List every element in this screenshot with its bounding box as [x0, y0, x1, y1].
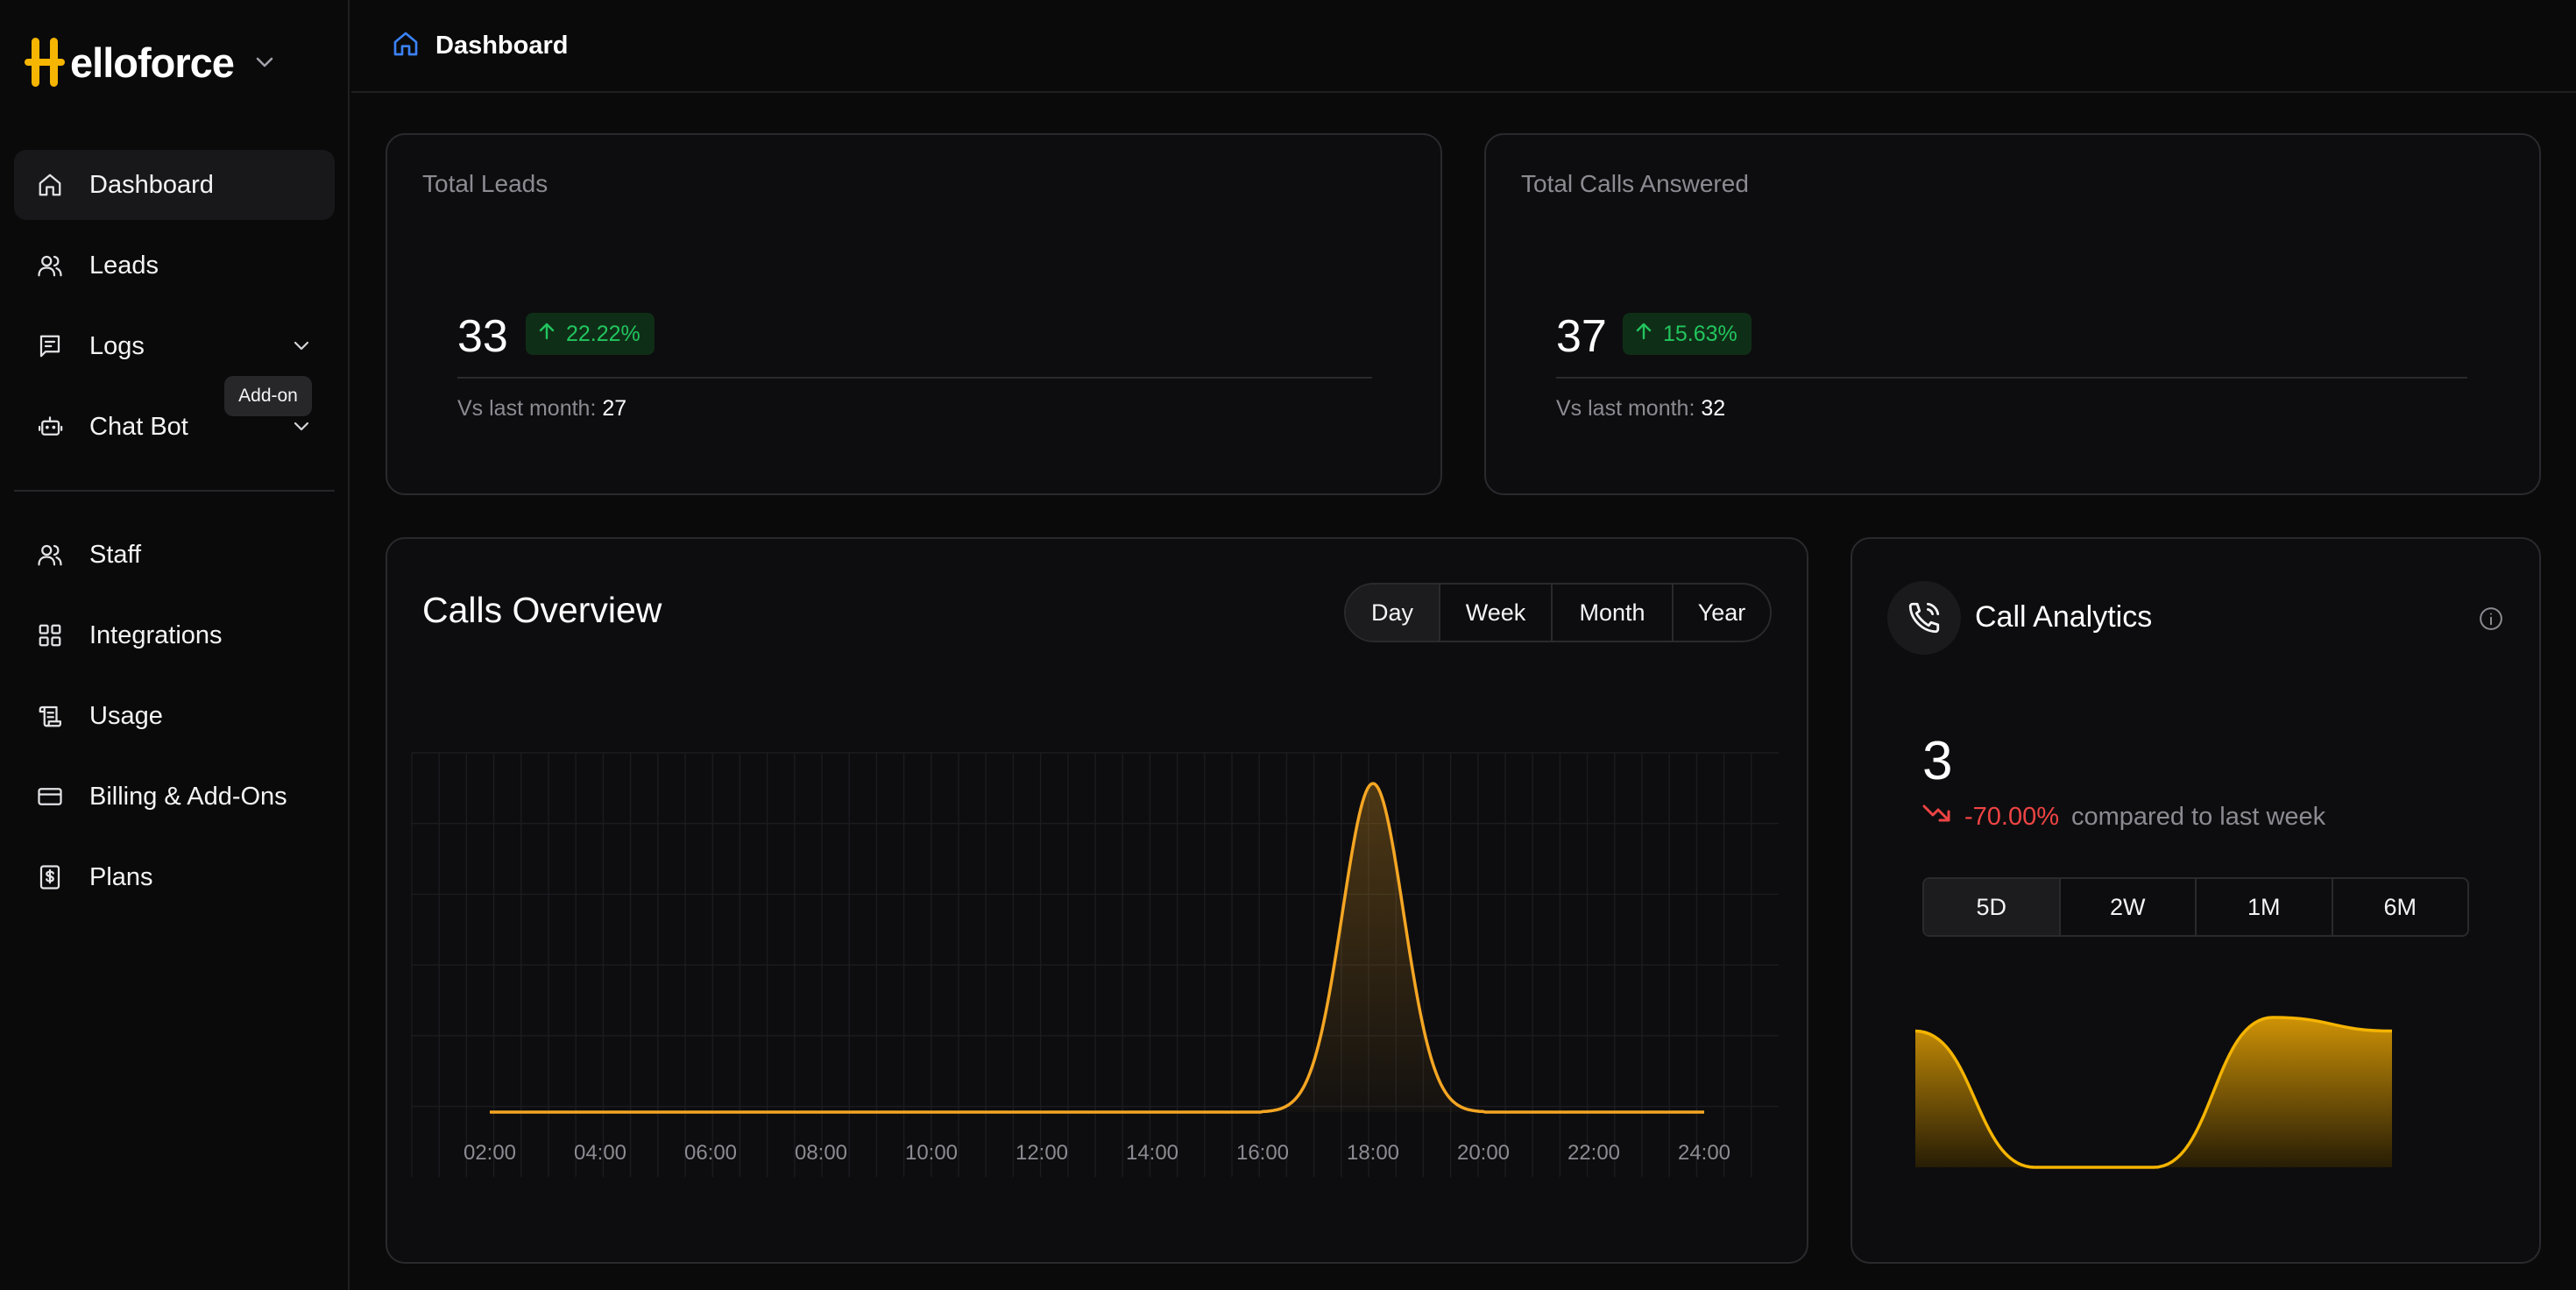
total-calls-card: Total Calls Answered 37 15.63% Vs last m… [1484, 133, 2541, 495]
card-title: Total Leads [422, 170, 548, 197]
series-area [490, 783, 1704, 1112]
x-tick-label: 16:00 [1236, 1141, 1289, 1165]
sidebar-item-label: Billing & Add-Ons [89, 782, 287, 811]
arrow-up-icon [538, 322, 556, 347]
sidebar-item-usage[interactable]: Usage [14, 681, 335, 751]
change-row: -70.00% compared to last week [1922, 802, 2325, 832]
home-icon [35, 170, 65, 200]
divider [1556, 377, 2467, 379]
x-tick-label: 12:00 [1016, 1141, 1068, 1165]
change-value: -70.00% [1964, 802, 2060, 831]
x-tick-label: 14:00 [1126, 1141, 1178, 1165]
sidebar-item-label: Logs [89, 331, 145, 360]
series-area [1915, 1017, 2392, 1167]
addon-tooltip: Add-on [224, 376, 312, 416]
list-icon [35, 331, 65, 361]
chevron-down-icon[interactable] [255, 56, 274, 68]
home-icon[interactable] [392, 30, 420, 62]
bot-icon [35, 412, 65, 442]
x-tick-label: 20:00 [1457, 1141, 1510, 1165]
sidebar-item-logs[interactable]: Logs [14, 311, 335, 381]
users-icon [35, 540, 65, 570]
card-title: Calls Overview [422, 590, 662, 630]
sidebar-item-label: Plans [89, 862, 153, 891]
scroll-icon [35, 701, 65, 731]
page-title: Dashboard [435, 31, 569, 60]
change-value: 22.22% [566, 321, 640, 346]
change-value: 15.63% [1663, 321, 1737, 346]
helloforce-logo [25, 36, 65, 89]
sidebar-item-label: Leads [89, 251, 159, 280]
range-week-button[interactable]: Week [1439, 585, 1551, 641]
calls-overview-chart: 02:00 04:00 06:00 08:00 10:00 12:00 14:00 16:00… [411, 752, 1779, 1177]
vs-label: Vs last month: [1556, 396, 1702, 421]
chevron-down-icon[interactable] [291, 335, 312, 360]
vs-label: Vs last month: [457, 396, 603, 421]
metric-value: 33 [457, 311, 508, 362]
phone-call-icon [1887, 581, 1961, 655]
range-year-button[interactable]: Year [1672, 585, 1770, 641]
series-line [490, 782, 1704, 1114]
chart-grid [411, 752, 1779, 1177]
x-tick-label: 10:00 [905, 1141, 958, 1165]
sidebar-item-label: Staff [89, 540, 142, 569]
calls-overview-card: Calls Overview Day Week Month Year 02:00… [386, 537, 1808, 1264]
sidebar-item-integrations[interactable]: Integrations [14, 600, 335, 670]
vs-last-month: Vs last month: 27 [457, 396, 626, 422]
grid-icon [35, 620, 65, 650]
brand-name: elloforce [70, 39, 235, 86]
vs-value: 27 [602, 396, 627, 421]
series-line [1914, 1016, 2393, 1169]
change-badge: 22.22% [526, 313, 655, 355]
metric-value: 37 [1556, 311, 1607, 362]
arrow-up-icon [1635, 322, 1652, 347]
sidebar-item-dashboard[interactable]: Dashboard [14, 150, 335, 220]
dollar-icon [35, 862, 65, 892]
sidebar-item-plans[interactable]: Plans [14, 842, 335, 912]
sidebar-item-label: Dashboard [89, 170, 214, 199]
top-header: Dashboard [351, 0, 2576, 93]
chevron-down-icon[interactable] [291, 415, 312, 441]
x-tick-label: 24:00 [1678, 1141, 1730, 1165]
range-month-button[interactable]: Month [1551, 585, 1672, 641]
vs-value: 32 [1701, 396, 1726, 421]
card-title: Total Calls Answered [1521, 170, 1749, 197]
card-title: Call Analytics [1975, 600, 2153, 634]
trend-down-icon [1922, 802, 1952, 832]
range-day-button[interactable]: Day [1346, 585, 1439, 641]
range-2w-button[interactable]: 2W [2058, 879, 2196, 935]
sidebar-divider [14, 490, 335, 492]
x-tick-label: 08:00 [795, 1141, 847, 1165]
credit-card-icon [35, 782, 65, 812]
sidebar-item-leads[interactable]: Leads [14, 230, 335, 301]
x-tick-label: 06:00 [684, 1141, 737, 1165]
vs-last-month: Vs last month: 32 [1556, 396, 1725, 422]
sidebar-item-staff[interactable]: Staff [14, 520, 335, 590]
change-badge: 15.63% [1623, 313, 1752, 355]
divider [457, 377, 1372, 379]
sidebar-item-chat-bot[interactable]: Chat Bot [14, 392, 335, 462]
sidebar-item-label: Integrations [89, 620, 223, 649]
x-tick-label: 04:00 [574, 1141, 626, 1165]
call-analytics-chart [1914, 1016, 2393, 1169]
sidebar-item-label: Usage [89, 701, 163, 730]
x-tick-label: 02:00 [464, 1141, 516, 1165]
sidebar: elloforce Dashboard Leads Logs [0, 0, 350, 1290]
info-icon[interactable] [2478, 606, 2504, 636]
analytics-range-selector: 5D 2W 1M 6M [1922, 877, 2469, 937]
range-5d-button[interactable]: 5D [1924, 879, 2059, 935]
call-analytics-card: Call Analytics 3 -70.00% compared to las… [1851, 537, 2541, 1264]
brand-switcher[interactable]: elloforce [25, 32, 274, 93]
compare-text: compared to last week [2071, 802, 2326, 831]
total-leads-card: Total Leads 33 22.22% Vs last month: 27 [386, 133, 1442, 495]
users-icon [35, 251, 65, 280]
range-selector: Day Week Month Year [1344, 583, 1772, 642]
x-tick-label: 18:00 [1347, 1141, 1399, 1165]
range-6m-button[interactable]: 6M [2331, 879, 2468, 935]
x-tick-label: 22:00 [1568, 1141, 1620, 1165]
sidebar-item-label: Chat Bot [89, 412, 188, 441]
sidebar-item-billing[interactable]: Billing & Add-Ons [14, 762, 335, 832]
metric-value: 3 [1922, 731, 1953, 791]
range-1m-button[interactable]: 1M [2195, 879, 2332, 935]
